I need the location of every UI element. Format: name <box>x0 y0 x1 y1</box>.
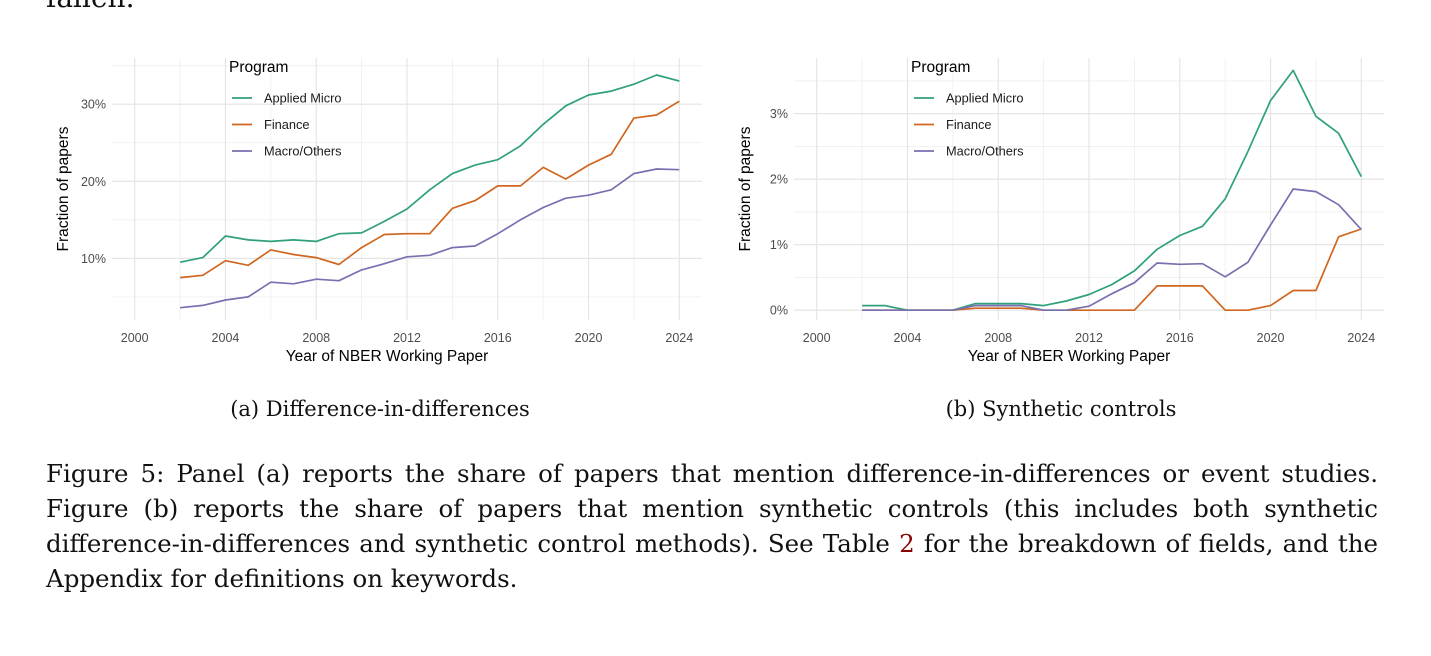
caption-text-end: for the breakdown of fields, and the App… <box>46 529 1378 593</box>
subcaption-b: (b) Synthetic controls <box>945 397 1177 421</box>
chart-panel-b: 2000 2004 2008 2012 2016 2020 2024 0% 1% 2% 3% Year… <box>737 58 1384 365</box>
x-tick-label: 2016 <box>484 331 512 345</box>
x-tick-label: 2000 <box>803 331 831 345</box>
x-tick-label: 2000 <box>121 331 149 345</box>
x-tick-label: 2012 <box>1075 331 1103 345</box>
y-axis-label: Fraction of papers <box>55 126 72 251</box>
legend-label-applied-micro: Applied Micro <box>946 91 1024 106</box>
legend-label-applied-micro: Applied Micro <box>264 91 342 106</box>
figure-caption: Figure 5: Panel (a) reports the share of… <box>46 456 1378 596</box>
x-tick-label: 2020 <box>575 331 603 345</box>
table-reference-link[interactable]: 2 <box>899 529 915 558</box>
legend-label-finance: Finance <box>264 117 310 132</box>
x-tick-label: 2012 <box>393 331 421 345</box>
legend-label-finance: Finance <box>946 117 992 132</box>
series-line-applied-micro <box>179 74 680 264</box>
x-tick-label: 2004 <box>212 331 240 345</box>
chart-panel-a: 2000 2004 2008 2012 2016 2020 2024 10% 20% 30% Yea… <box>55 58 702 365</box>
y-tick-label: 3% <box>770 107 788 121</box>
series-line-finance <box>180 100 680 279</box>
x-tick-label: 2024 <box>665 331 693 345</box>
x-tick-label: 2004 <box>894 331 922 345</box>
x-axis-label: Year of NBER Working Paper <box>968 348 1170 365</box>
legend-label-macro-others: Macro/Others <box>946 144 1024 159</box>
y-axis-label: Fraction of papers <box>737 126 754 251</box>
legend-title: Program <box>911 59 970 76</box>
x-axis-label: Year of NBER Working Paper <box>286 348 488 365</box>
series-line-macro-others <box>862 188 1362 312</box>
subcaption-a: (a) Difference-in-differences <box>230 397 530 421</box>
preceding-text-fragment: fallen. <box>46 0 134 13</box>
legend-title: Program <box>229 59 288 76</box>
y-tick-label: 2% <box>770 173 788 187</box>
y-tick-label: 20% <box>81 175 106 189</box>
y-tick-label: 30% <box>81 98 106 112</box>
y-tick-label: 10% <box>81 252 106 266</box>
y-tick-label: 0% <box>770 304 788 318</box>
x-tick-label: 2008 <box>302 331 330 345</box>
y-tick-label: 1% <box>770 238 788 252</box>
series-line-macro-others <box>180 168 680 309</box>
legend-label-macro-others: Macro/Others <box>264 144 342 159</box>
caption-text-start: Figure 5: Panel (a) reports the share of… <box>46 459 1378 558</box>
x-tick-label: 2024 <box>1347 331 1375 345</box>
x-tick-label: 2008 <box>984 331 1012 345</box>
x-tick-label: 2020 <box>1257 331 1285 345</box>
x-tick-label: 2016 <box>1166 331 1194 345</box>
